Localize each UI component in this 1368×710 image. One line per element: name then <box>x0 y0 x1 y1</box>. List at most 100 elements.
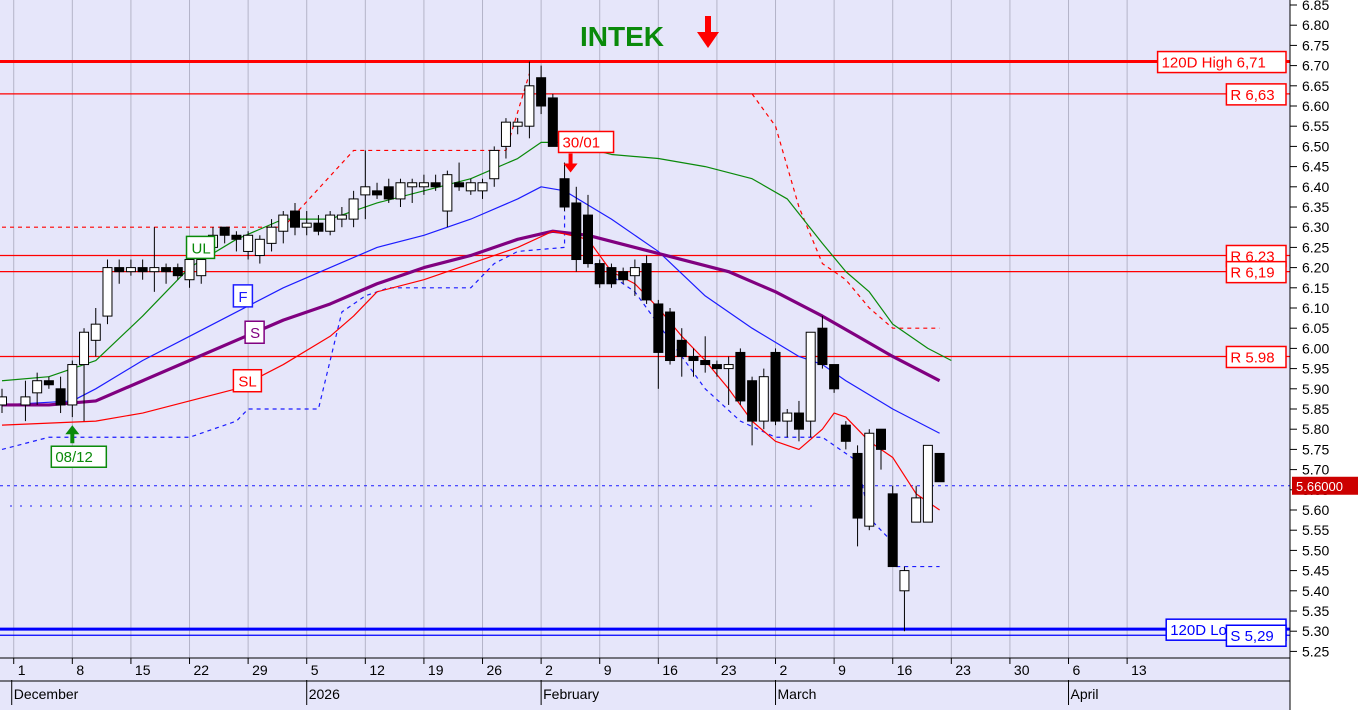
x-tick-label: 23 <box>721 662 737 678</box>
candle <box>899 566 910 632</box>
annotation-box <box>557 130 615 154</box>
candle-body <box>782 412 793 422</box>
y-tick-label: 6.40 <box>1302 179 1329 195</box>
y-tick-label: 6.10 <box>1302 300 1329 316</box>
candle-body <box>840 424 851 442</box>
candle <box>723 356 734 405</box>
y-tick-label: 5.75 <box>1302 441 1329 457</box>
chart-title-group: INTEK <box>580 16 719 52</box>
stop-line <box>1 211 566 450</box>
y-tick-label: 6.00 <box>1302 340 1329 356</box>
series-line-s <box>2 229 941 407</box>
candle <box>594 259 605 288</box>
candle-body <box>676 339 687 357</box>
candle <box>770 348 781 426</box>
candle-body <box>79 331 90 366</box>
candle <box>782 409 793 438</box>
candle-body <box>876 428 886 450</box>
candle <box>711 360 722 377</box>
grid <box>13 0 1128 658</box>
candle <box>618 267 629 284</box>
candle-body <box>348 198 359 220</box>
candle <box>559 162 570 212</box>
candle <box>137 259 148 280</box>
candle-body <box>325 214 336 232</box>
candle-body <box>266 226 277 244</box>
candle-body <box>618 271 629 281</box>
candle-body <box>653 303 664 353</box>
level-label: S 5,29 <box>1230 628 1273 645</box>
candle-body <box>407 182 418 188</box>
x-tick-label: 2 <box>780 662 788 678</box>
x-tick-label: 13 <box>1131 662 1147 678</box>
candle <box>583 194 593 268</box>
candle-body <box>243 234 254 252</box>
candle <box>196 255 207 284</box>
candle-body <box>219 226 230 236</box>
chart-title: INTEK <box>580 21 664 52</box>
y-tick-label: 6.45 <box>1302 159 1329 175</box>
y-tick-label: 5.25 <box>1302 643 1329 659</box>
level-label-box <box>1225 624 1287 647</box>
candle <box>336 207 347 228</box>
level-labels: 120D High 6,71R 6,63R 6,23R 6,19R 5.9812… <box>1156 50 1358 647</box>
candle <box>512 118 523 135</box>
candle <box>254 235 265 264</box>
down-arrow-icon <box>697 16 719 48</box>
annotations: 08/12 30/01 UL F S SL <box>50 130 615 468</box>
candle <box>641 255 652 304</box>
y-tick-label: 6.60 <box>1302 98 1329 114</box>
candle-body <box>67 364 78 406</box>
candle <box>805 331 816 438</box>
candle-body <box>383 186 394 200</box>
candle <box>829 364 840 393</box>
candle <box>676 328 687 377</box>
candle-body <box>735 351 746 402</box>
y-tick-label: 6.35 <box>1302 199 1329 215</box>
candle-body <box>125 267 136 273</box>
candle-body <box>360 186 371 196</box>
y-tick-label: 5.95 <box>1302 361 1329 377</box>
annotation-label: 08/12 <box>55 449 93 466</box>
candle-body <box>805 331 816 422</box>
candle <box>266 219 277 252</box>
candle-body <box>688 355 699 362</box>
candle <box>688 348 699 377</box>
y-tick-label: 6.80 <box>1302 17 1329 33</box>
candle <box>571 186 582 272</box>
candle-body <box>102 267 113 317</box>
candle-body <box>852 452 863 519</box>
candle-body <box>711 364 722 370</box>
month-label: December <box>14 686 79 702</box>
candle-body <box>817 327 828 366</box>
x-tick-label: 15 <box>135 662 151 678</box>
candle-body <box>793 412 804 430</box>
candle <box>442 170 453 228</box>
annotation-box <box>50 445 108 468</box>
candle <box>852 445 863 547</box>
y-tick-label: 6.65 <box>1302 78 1329 94</box>
x-tick-label: 23 <box>955 662 971 678</box>
y-tick-label: 5.50 <box>1302 542 1329 558</box>
x-axis-panel <box>0 658 1290 710</box>
candle-body <box>922 444 933 523</box>
x-tick-label: 5 <box>311 662 319 678</box>
x-tick-label: 12 <box>369 662 385 678</box>
candle-body <box>32 380 43 394</box>
level-label-box <box>1156 50 1287 74</box>
y-tick-label: 5.55 <box>1302 522 1329 538</box>
candle-body <box>758 376 769 422</box>
x-tick-label: 8 <box>76 662 84 678</box>
level-label: R 6,19 <box>1230 265 1274 282</box>
candle-body <box>430 182 441 188</box>
candle <box>114 259 125 284</box>
candle <box>172 263 183 280</box>
y-tick-label: 5.30 <box>1302 623 1329 639</box>
level-label: R 5.98 <box>1230 349 1274 366</box>
candle-body <box>137 267 148 273</box>
candle <box>43 376 54 389</box>
y-tick-label: 5.45 <box>1302 563 1329 579</box>
x-tick-label: 9 <box>604 662 612 678</box>
candle-body <box>559 178 570 208</box>
